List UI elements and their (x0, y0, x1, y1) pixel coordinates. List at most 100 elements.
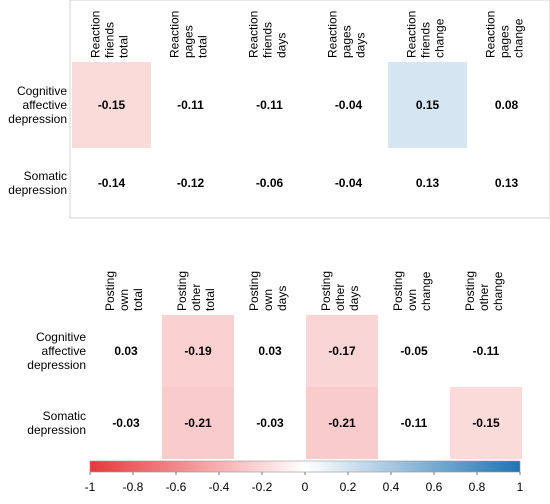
column-header-line: Posting (319, 271, 333, 311)
column-header-line: days (275, 286, 289, 311)
column-header-line: change (433, 18, 447, 58)
column-header-line: days (275, 33, 289, 58)
column-header-line: friends (103, 22, 117, 58)
column-header: Postingotherdays (319, 271, 361, 311)
row-label-line: affective (23, 98, 68, 112)
column-header-line: other (333, 284, 347, 311)
cell-value-label: -0.04 (335, 176, 363, 190)
row-label-line: affective (42, 344, 87, 358)
colorbar-tick-label: -1 (85, 480, 96, 494)
cell-value-label: -0.11 (473, 344, 500, 358)
column-header-line: own (405, 289, 419, 311)
column-header-line: Reaction (247, 11, 261, 58)
column-header-line: total (203, 288, 217, 311)
heatmap-cell (388, 62, 467, 148)
cell-value-label: -0.21 (328, 416, 356, 430)
colorbar-tick-label: -0.2 (252, 480, 273, 494)
row-label-line: depression (27, 423, 86, 437)
cell-value-label: 0.13 (495, 176, 519, 190)
cell-value-label: 0.08 (495, 98, 519, 112)
column-header-line: Posting (463, 271, 477, 311)
colorbar-tick-label: 0.4 (383, 480, 400, 494)
column-header: Postingowntotal (103, 271, 145, 311)
column-header: Reactionpagestotal (168, 11, 210, 58)
heatmap-panel-reaction: Reactionfriendstotal Reactionpagestotal Re… (8, 0, 550, 219)
column-header: Postingowndays (247, 271, 289, 311)
row-label-line: depression (8, 183, 67, 197)
row-label-line: depression (8, 112, 67, 126)
column-header-line: total (131, 288, 145, 311)
column-header: Reactionfriendstotal (89, 11, 131, 58)
colorbar-tick-label: 1 (517, 480, 524, 494)
colorbar-tick-label: 0.2 (340, 480, 357, 494)
cell-value-label: -0.17 (328, 344, 356, 358)
column-header-line: pages (498, 25, 512, 58)
column-header-line: change (512, 18, 526, 58)
cell-value-label: -0.11 (177, 98, 204, 112)
column-header: Reactionpageschange (484, 11, 526, 58)
row-label-line: Somatic (43, 409, 86, 423)
heatmap-cell (306, 387, 378, 459)
column-header-line: pages (340, 25, 354, 58)
column-header: Reactionfriendsdays (247, 11, 289, 58)
cell-value-label: 0.13 (416, 176, 440, 190)
cell-value-label: 0.03 (114, 344, 138, 358)
row-label-line: Cognitive (36, 330, 86, 344)
cell-value-label: -0.19 (184, 344, 212, 358)
cell-value-label: -0.12 (177, 176, 205, 190)
cell-value-label: 0.03 (258, 344, 282, 358)
cell-value-label: -0.06 (256, 176, 284, 190)
column-header-line: Reaction (168, 11, 182, 58)
column-header-line: friends (261, 22, 275, 58)
cell-value-label: -0.11 (401, 416, 428, 430)
column-header-line: Posting (247, 271, 261, 311)
column-header-line: total (196, 35, 210, 58)
colorbar-tick-label: -0.4 (209, 480, 230, 494)
column-header-line: Posting (103, 271, 117, 311)
cell-value-label: -0.14 (98, 176, 126, 190)
column-header-line: pages (182, 25, 196, 58)
colorbar-gradient (89, 460, 521, 473)
column-header-line: days (354, 33, 368, 58)
row-label-line: Somatic (24, 169, 67, 183)
cell-value-label: -0.03 (112, 416, 140, 430)
column-header-line: change (419, 271, 433, 311)
cell-value-label: -0.15 (472, 416, 500, 430)
heatmap-cell (450, 387, 522, 459)
heatmap-cell (162, 315, 234, 387)
cell-value-label: -0.15 (98, 98, 126, 112)
heatmap-panel-posting: Postingowntotal Postingothertotal Postingo… (27, 271, 522, 459)
cell-value-label: -0.05 (400, 344, 428, 358)
cell-value-label: -0.11 (256, 98, 283, 112)
column-header: Postingothertotal (175, 271, 217, 311)
heatmap-cell (72, 62, 151, 148)
column-header-line: total (117, 35, 131, 58)
colorbar-tick-label: 0 (302, 480, 309, 494)
heatmap-cell (306, 315, 378, 387)
row-label: Somatic depression (27, 409, 86, 437)
row-label: Somatic depression (8, 169, 67, 197)
column-header: Postingownchange (391, 271, 433, 311)
column-header-line: Reaction (405, 11, 419, 58)
column-header-line: Reaction (484, 11, 498, 58)
column-header-line: Reaction (89, 11, 103, 58)
column-header-line: change (491, 271, 505, 311)
column-header-line: own (117, 289, 131, 311)
cell-value-label: -0.03 (256, 416, 284, 430)
row-label: Cognitive affective depression (8, 84, 67, 126)
column-header-line: Reaction (326, 11, 340, 58)
cell-value-label: 0.15 (416, 98, 440, 112)
cell-value-label: -0.04 (335, 98, 363, 112)
column-header-line: own (261, 289, 275, 311)
column-header-line: Posting (175, 271, 189, 311)
row-label-line: Cognitive (17, 84, 67, 98)
column-header-line: other (477, 284, 491, 311)
cell-value-label: -0.21 (184, 416, 212, 430)
colorbar-tick-label: 0.8 (469, 480, 486, 494)
colorbar-tick-label: -0.6 (166, 480, 187, 494)
colorbar-tick-label: 0.6 (426, 480, 443, 494)
column-header: Postingotherchange (463, 271, 505, 311)
column-header-line: friends (419, 22, 433, 58)
row-label: Cognitive affective depression (27, 330, 86, 372)
